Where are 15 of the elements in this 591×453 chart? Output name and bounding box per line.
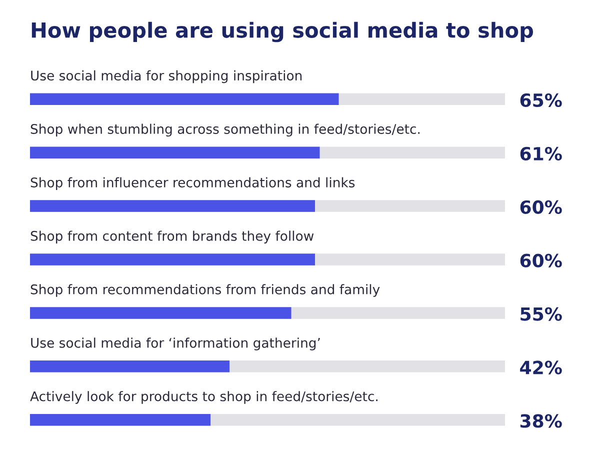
y-tick-label: Shop from influencer recommendations and links	[30, 177, 355, 190]
data-label: 38%	[520, 414, 562, 428]
data-label: 55%	[520, 307, 562, 321]
data-label: 61%	[520, 146, 562, 160]
data-label: 42%	[520, 360, 562, 374]
data-label: 60%	[520, 200, 562, 214]
y-tick-label: Shop when stumbling across something in feed/stories/etc.	[30, 124, 420, 137]
data-label: 65%	[520, 93, 562, 108]
y-tick-label: Use social media for shopping inspiration	[31, 70, 302, 84]
y-tick-label: Shop from recommendations from friends and family	[30, 284, 380, 297]
y-tick-label: Actively look for products to shop in feed/stories/etc.	[30, 391, 378, 404]
y-tick-label: Use social media for ‘information gathering’	[31, 338, 320, 350]
y-tick-label: Shop from content from brands they follow	[30, 230, 314, 244]
chart-title: How people are using social media to shop	[32, 22, 534, 42]
data-label: 60%	[520, 254, 562, 268]
